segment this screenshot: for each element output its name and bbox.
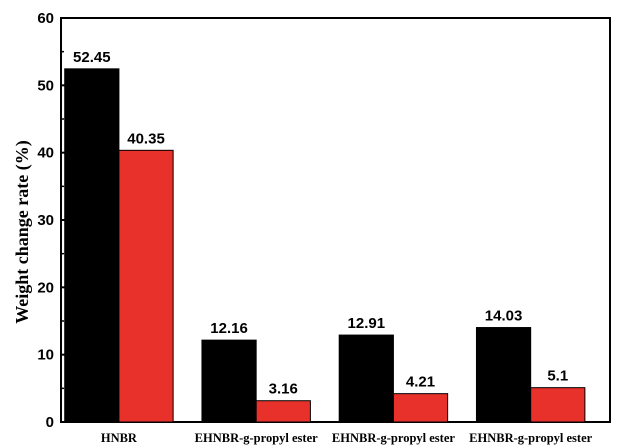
data-label: 40.35 [127,130,165,147]
x-tick-label: EHNBR-g-propyl ester [195,431,318,445]
bar [201,339,257,423]
x-tick-label: HNBR [101,431,138,445]
y-tick-label: 20 [37,279,54,296]
data-label: 4.21 [406,374,435,391]
bar [475,327,532,423]
bar [338,334,394,423]
data-label: 12.91 [348,315,386,332]
y-axis-title: Weight change rate (%) [12,140,33,323]
y-tick-label: 60 [37,10,54,27]
bar [255,400,311,423]
bar [392,393,449,423]
x-axis: HNBR EHNBR-g-propyl ester EHNBR-g-propyl e… [101,431,593,445]
y-tick-label: 50 [37,77,54,94]
bars [64,68,586,423]
bar [530,387,586,423]
y-tick-label: 0 [46,414,54,431]
bar [118,149,174,423]
x-tick-label: EHNBR-g-propyl ester [469,431,592,445]
x-tick-label: EHNBR-g-propyl ester [332,431,455,445]
y-tick-label: 30 [37,212,54,229]
data-label: 5.1 [547,368,568,385]
data-label: 3.16 [269,381,298,398]
data-label: 12.16 [210,320,248,337]
data-label: 14.03 [485,308,523,325]
data-label: 52.45 [73,49,111,66]
bar [64,68,120,423]
y-tick-label: 10 [37,347,54,364]
y-tick-label: 40 [37,145,54,162]
data-labels: 52.45 40.35 12.16 3.16 12.91 4.21 14.03 5.1 [73,49,568,398]
y-axis: 0 10 20 30 40 50 60 [37,10,67,431]
